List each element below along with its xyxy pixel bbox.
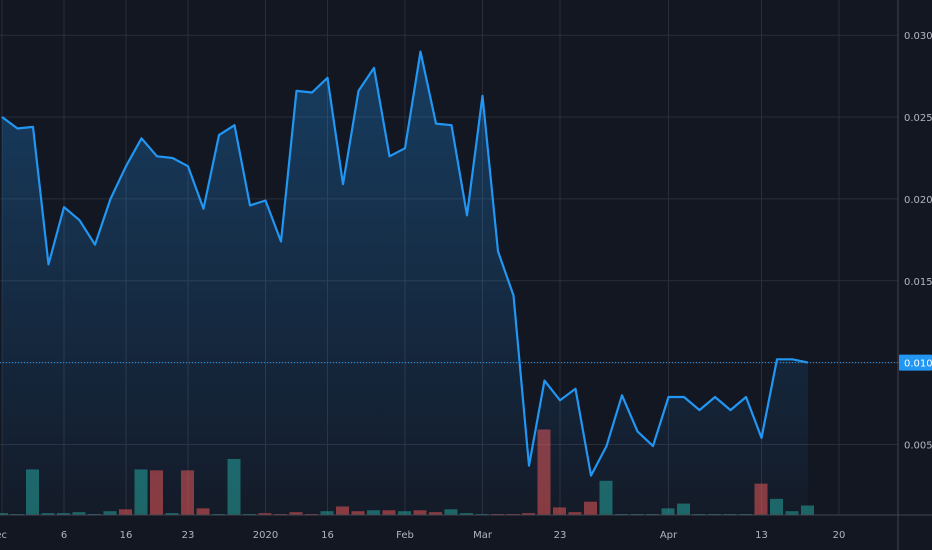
x-tick-label: 20	[833, 530, 846, 541]
x-tick-label: 23	[554, 530, 567, 541]
x-tick-label: 16	[120, 530, 133, 541]
x-tick-label: Apr	[660, 530, 678, 541]
x-tick-label: 6	[61, 530, 67, 541]
y-tick-label: 0.0300	[904, 31, 932, 42]
x-tick-label: Feb	[396, 530, 414, 541]
price-line-path	[1, 50, 809, 477]
x-tick-label: 2020	[253, 530, 278, 541]
x-tick-label: 23	[182, 530, 195, 541]
x-tick-label: 13	[755, 530, 768, 541]
x-tick-label: 16	[321, 530, 334, 541]
last-price-marker: 0.0100	[0, 354, 932, 371]
last-price-label: 0.0100	[904, 359, 932, 370]
last-price-badge	[899, 354, 932, 371]
x-tick-label: ec	[0, 530, 7, 541]
price-area	[2, 51, 808, 515]
x-tick-label: Mar	[473, 530, 493, 541]
price-area-fill	[2, 51, 808, 515]
price-line	[1, 50, 809, 477]
